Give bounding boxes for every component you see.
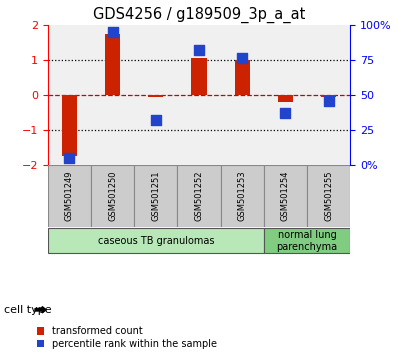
Point (326, 98, 332, 103)
Text: GSM501251: GSM501251 (151, 171, 160, 221)
Bar (321, 95, 336, 97)
Bar (278, 95, 293, 102)
Text: GSM501253: GSM501253 (238, 171, 247, 221)
Text: GSM501252: GSM501252 (195, 171, 203, 221)
Point (282, 110, 289, 116)
Legend: transformed count, percentile rank within the sample: transformed count, percentile rank withi… (37, 326, 217, 349)
Text: GSM501255: GSM501255 (324, 171, 333, 221)
Text: GSM501250: GSM501250 (108, 171, 117, 221)
Title: GDS4256 / g189509_3p_a_at: GDS4256 / g189509_3p_a_at (93, 7, 305, 23)
FancyBboxPatch shape (91, 165, 134, 227)
Point (239, 56, 246, 61)
Text: cell type: cell type (4, 305, 52, 315)
FancyBboxPatch shape (264, 228, 350, 253)
Point (196, 47, 202, 53)
Text: GSM501254: GSM501254 (281, 171, 290, 221)
Bar (191, 58, 207, 95)
FancyBboxPatch shape (48, 228, 264, 253)
FancyBboxPatch shape (134, 165, 178, 227)
Bar (148, 95, 163, 97)
Point (152, 118, 159, 123)
Text: caseous TB granulomas: caseous TB granulomas (98, 236, 214, 246)
Bar (105, 34, 120, 95)
FancyBboxPatch shape (220, 165, 264, 227)
Text: GSM501249: GSM501249 (65, 171, 74, 221)
Bar (62, 95, 77, 156)
FancyBboxPatch shape (307, 165, 350, 227)
Point (109, 29, 116, 35)
FancyBboxPatch shape (178, 165, 220, 227)
Bar (235, 60, 250, 95)
FancyBboxPatch shape (264, 165, 307, 227)
FancyBboxPatch shape (48, 165, 91, 227)
Text: normal lung
parenchyma: normal lung parenchyma (277, 230, 338, 252)
Point (66, 155, 72, 161)
